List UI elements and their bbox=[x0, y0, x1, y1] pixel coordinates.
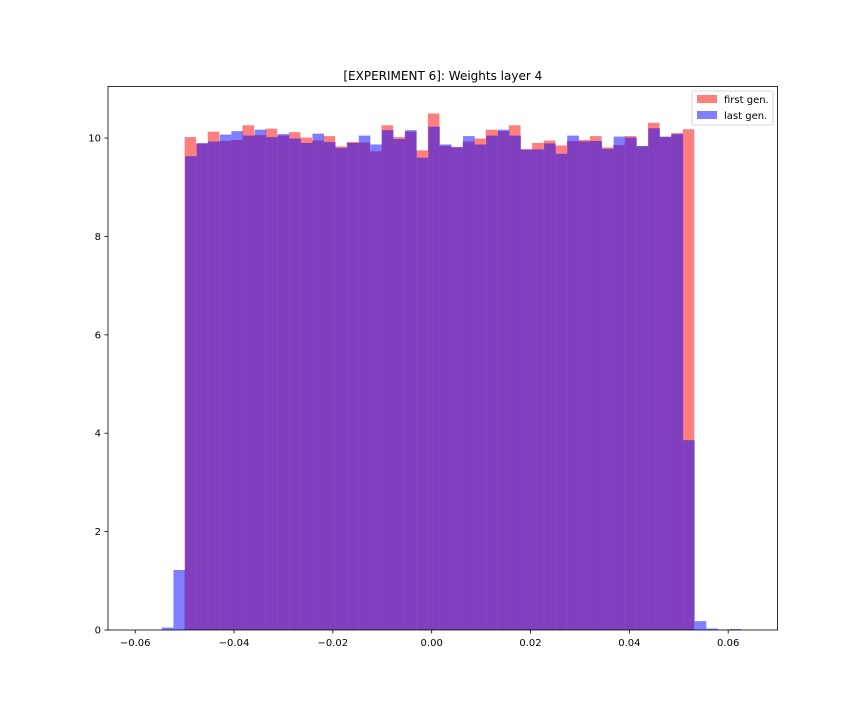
bar bbox=[555, 153, 568, 630]
y-tick-label: 10 bbox=[88, 134, 101, 145]
bar bbox=[439, 144, 452, 631]
bar bbox=[416, 157, 429, 631]
bar bbox=[567, 135, 579, 630]
bar bbox=[277, 134, 290, 631]
bar bbox=[544, 143, 556, 630]
bar bbox=[219, 134, 232, 631]
bar bbox=[405, 130, 417, 630]
bar bbox=[520, 149, 533, 630]
x-tick-label: 0.04 bbox=[618, 638, 640, 649]
bar bbox=[602, 148, 614, 630]
bar bbox=[300, 142, 313, 630]
bar bbox=[289, 138, 301, 630]
bar bbox=[625, 137, 637, 630]
bar bbox=[463, 136, 475, 630]
x-tick-label: −0.06 bbox=[120, 638, 151, 649]
bar bbox=[590, 141, 603, 630]
x-tick-label: 0.02 bbox=[519, 638, 541, 649]
bar bbox=[196, 142, 209, 630]
y-tick-label: 2 bbox=[95, 527, 101, 538]
y-axis: 0 2 4 6 8 10 bbox=[88, 134, 108, 637]
bar bbox=[683, 440, 695, 630]
bar bbox=[185, 156, 197, 630]
bar bbox=[370, 144, 382, 631]
y-tick-label: 4 bbox=[95, 429, 101, 440]
bar bbox=[312, 133, 325, 631]
bar bbox=[254, 129, 267, 630]
x-axis: −0.06 −0.04 −0.02 0.00 0.02 0.04 0.06 bbox=[120, 630, 739, 649]
chart-title: [EXPERIMENT 6]: Weights layer 4 bbox=[343, 69, 542, 83]
bar bbox=[242, 135, 255, 630]
bar bbox=[578, 141, 591, 630]
x-tick-label: 0.06 bbox=[717, 638, 739, 649]
bar bbox=[509, 135, 521, 630]
x-tick-label: −0.04 bbox=[219, 638, 250, 649]
bar bbox=[324, 141, 336, 630]
y-tick-label: 0 bbox=[95, 626, 101, 637]
bar bbox=[161, 627, 174, 630]
bar bbox=[231, 131, 243, 630]
y-tick-label: 8 bbox=[95, 232, 101, 243]
bar bbox=[358, 135, 371, 630]
bar bbox=[613, 136, 626, 630]
bar bbox=[636, 145, 649, 631]
legend: first gen. last gen. bbox=[691, 90, 774, 126]
legend-swatch-first-gen bbox=[697, 95, 717, 103]
bar bbox=[682, 129, 695, 630]
bar bbox=[381, 130, 394, 630]
y-tick-label: 6 bbox=[95, 330, 101, 341]
bar bbox=[347, 142, 359, 630]
bar bbox=[486, 135, 498, 630]
bar bbox=[671, 134, 684, 631]
bar bbox=[393, 139, 406, 630]
bar bbox=[694, 621, 707, 630]
plot-frame bbox=[107, 86, 778, 631]
bar bbox=[648, 128, 660, 630]
bar bbox=[266, 137, 278, 630]
x-tick-label: 0.00 bbox=[421, 638, 443, 649]
bar bbox=[335, 147, 348, 630]
legend-label-last-gen: last gen. bbox=[724, 111, 767, 122]
bar bbox=[497, 129, 510, 630]
bar bbox=[532, 149, 545, 630]
bar bbox=[474, 144, 487, 631]
bar bbox=[451, 147, 464, 631]
series-last-gen bbox=[161, 126, 742, 631]
bar bbox=[173, 569, 186, 630]
x-tick-label: −0.02 bbox=[318, 638, 349, 649]
legend-label-first-gen: first gen. bbox=[724, 95, 769, 106]
bar bbox=[428, 126, 440, 630]
bar bbox=[208, 141, 220, 630]
bar bbox=[706, 628, 718, 630]
legend-swatch-last-gen bbox=[697, 111, 717, 119]
bar bbox=[659, 136, 672, 630]
bar bbox=[729, 629, 742, 630]
